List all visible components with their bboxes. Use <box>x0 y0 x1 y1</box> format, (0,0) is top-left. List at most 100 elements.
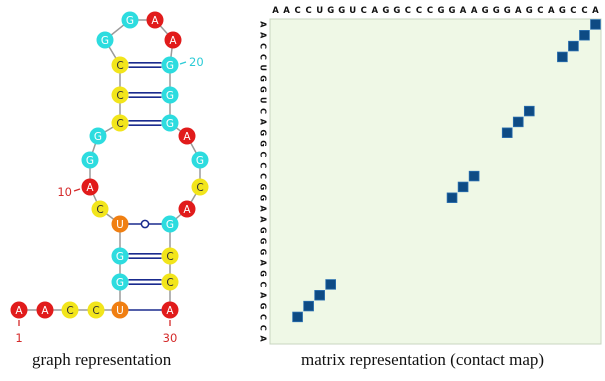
position-label-tick <box>179 61 187 65</box>
nucleotide-circle <box>161 273 179 291</box>
matrix-col-letter: C <box>294 6 300 16</box>
nucleotide-23: A <box>178 127 196 145</box>
nucleotide-4: C <box>87 301 105 319</box>
matrix-row-letter: G <box>259 270 268 277</box>
nucleotide-letter: C <box>96 204 103 216</box>
matrix-col-letter: G <box>482 6 489 16</box>
nucleotide-circle <box>111 56 129 74</box>
nucleotide-circle <box>10 301 28 319</box>
nucleotide-letter: G <box>94 131 102 143</box>
nucleotide-circle <box>178 127 196 145</box>
nucleotide-letter: C <box>116 118 123 130</box>
nucleotide-circle <box>161 86 179 104</box>
nucleotide-2: A <box>36 301 54 319</box>
matrix-grid-background <box>269 18 602 345</box>
matrix-row-letter: A <box>259 335 268 342</box>
matrix-col-letter: G <box>393 6 400 16</box>
matrix-col-letter: G <box>504 6 511 16</box>
matrix-col-letter: A <box>592 6 599 16</box>
nucleotide-circle <box>61 301 79 319</box>
nucleotide-letter: C <box>166 251 173 263</box>
nucleotide-letter: A <box>183 204 191 216</box>
nucleotide-12: G <box>89 127 107 145</box>
position-labels: 1 10 20 30 <box>15 55 203 345</box>
contact-cell <box>523 105 535 117</box>
nucleotide-13: C <box>111 114 129 132</box>
contact-cell <box>579 30 590 41</box>
matrix-row-letter: G <box>259 238 268 245</box>
matrix-row-letter: C <box>259 314 268 320</box>
nucleotide-letter: G <box>116 251 124 263</box>
matrix-col-letter: A <box>372 6 379 16</box>
nucleotide-letter: A <box>151 15 159 27</box>
matrix-col-letter: C <box>537 6 543 16</box>
nucleotide-26: A <box>178 200 196 218</box>
nucleotide-24: G <box>191 151 209 169</box>
nucleotide-circle <box>161 56 179 74</box>
nucleotide-circle <box>178 200 196 218</box>
nucleotide-letter: G <box>116 277 124 289</box>
nucleotide-letter: U <box>116 305 124 317</box>
nucleotide-22: G <box>161 114 179 132</box>
nucleotide-circle <box>36 301 54 319</box>
nucleotide-circle <box>96 31 114 49</box>
matrix-caption: matrix representation (contact map) <box>301 350 545 369</box>
contact-cell <box>303 300 314 312</box>
nucleotide-27: G <box>161 215 179 233</box>
wobble-pair-marker <box>140 219 150 229</box>
matrix-col-letter: G <box>526 6 533 16</box>
matrix-col-letter: G <box>327 6 334 16</box>
matrix-row-letter: A <box>259 205 268 212</box>
matrix-col-letter: C <box>570 6 576 16</box>
nucleotide-letter: C <box>196 182 203 194</box>
matrix-col-letter: C <box>405 6 411 16</box>
contact-cell <box>568 40 579 52</box>
nucleotide-letter: A <box>15 305 23 317</box>
matrix-col-letter: G <box>338 6 345 16</box>
nucleotide-letter: G <box>166 90 174 102</box>
matrix-col-letter: G <box>449 6 456 16</box>
matrix-row-letter: G <box>259 140 268 147</box>
matrix-row-letter: C <box>259 281 268 287</box>
nucleotide-14: C <box>111 86 129 104</box>
contact-cell <box>446 192 458 203</box>
nucleotide-6: G <box>111 273 129 291</box>
matrix-col-letter: U <box>316 6 323 16</box>
nucleotide-circle <box>161 114 179 132</box>
matrix-row-letter: G <box>259 184 268 191</box>
matrix-col-letter: A <box>515 6 522 16</box>
matrix-col-letter: A <box>272 6 279 16</box>
matrix-col-letter: C <box>427 6 433 16</box>
nucleotide-17: G <box>121 11 139 29</box>
nucleotide-letter: C <box>116 90 123 102</box>
matrix-row-letter: C <box>259 108 268 114</box>
matrix-row-letter: A <box>259 21 268 28</box>
nucleotide-25: C <box>191 178 209 196</box>
contact-cell <box>501 127 513 138</box>
matrix-col-letter: A <box>460 6 467 16</box>
matrix-row-letter: A <box>259 292 268 299</box>
graph-caption: graph representation <box>32 350 172 369</box>
contact-cell <box>468 170 480 182</box>
matrix-row-letter: A <box>259 216 268 223</box>
nucleotide-19: A <box>164 31 182 49</box>
nucleotide-circle <box>87 301 105 319</box>
nucleotide-letter: A <box>41 305 49 317</box>
matrix-col-letter: G <box>382 6 389 16</box>
matrix-row-letter: C <box>259 173 268 179</box>
nucleotide-letter: G <box>166 60 174 72</box>
matrix-col-letter: C <box>416 6 422 16</box>
nucleotide-15: C <box>111 56 129 74</box>
nucleotide-circle <box>161 301 179 319</box>
matrix-row-letter: G <box>259 86 268 93</box>
nucleotide-circle <box>111 273 129 291</box>
base-pairs <box>128 61 162 311</box>
nucleotide-9: C <box>91 200 109 218</box>
position-label-20: 20 <box>189 55 204 69</box>
nucleotide-letter: G <box>86 155 94 167</box>
nucleotide-10: A <box>81 178 99 196</box>
nucleotide-letter: G <box>101 35 109 47</box>
nucleotide-letter: G <box>166 219 174 231</box>
nucleotide-28: C <box>161 247 179 265</box>
